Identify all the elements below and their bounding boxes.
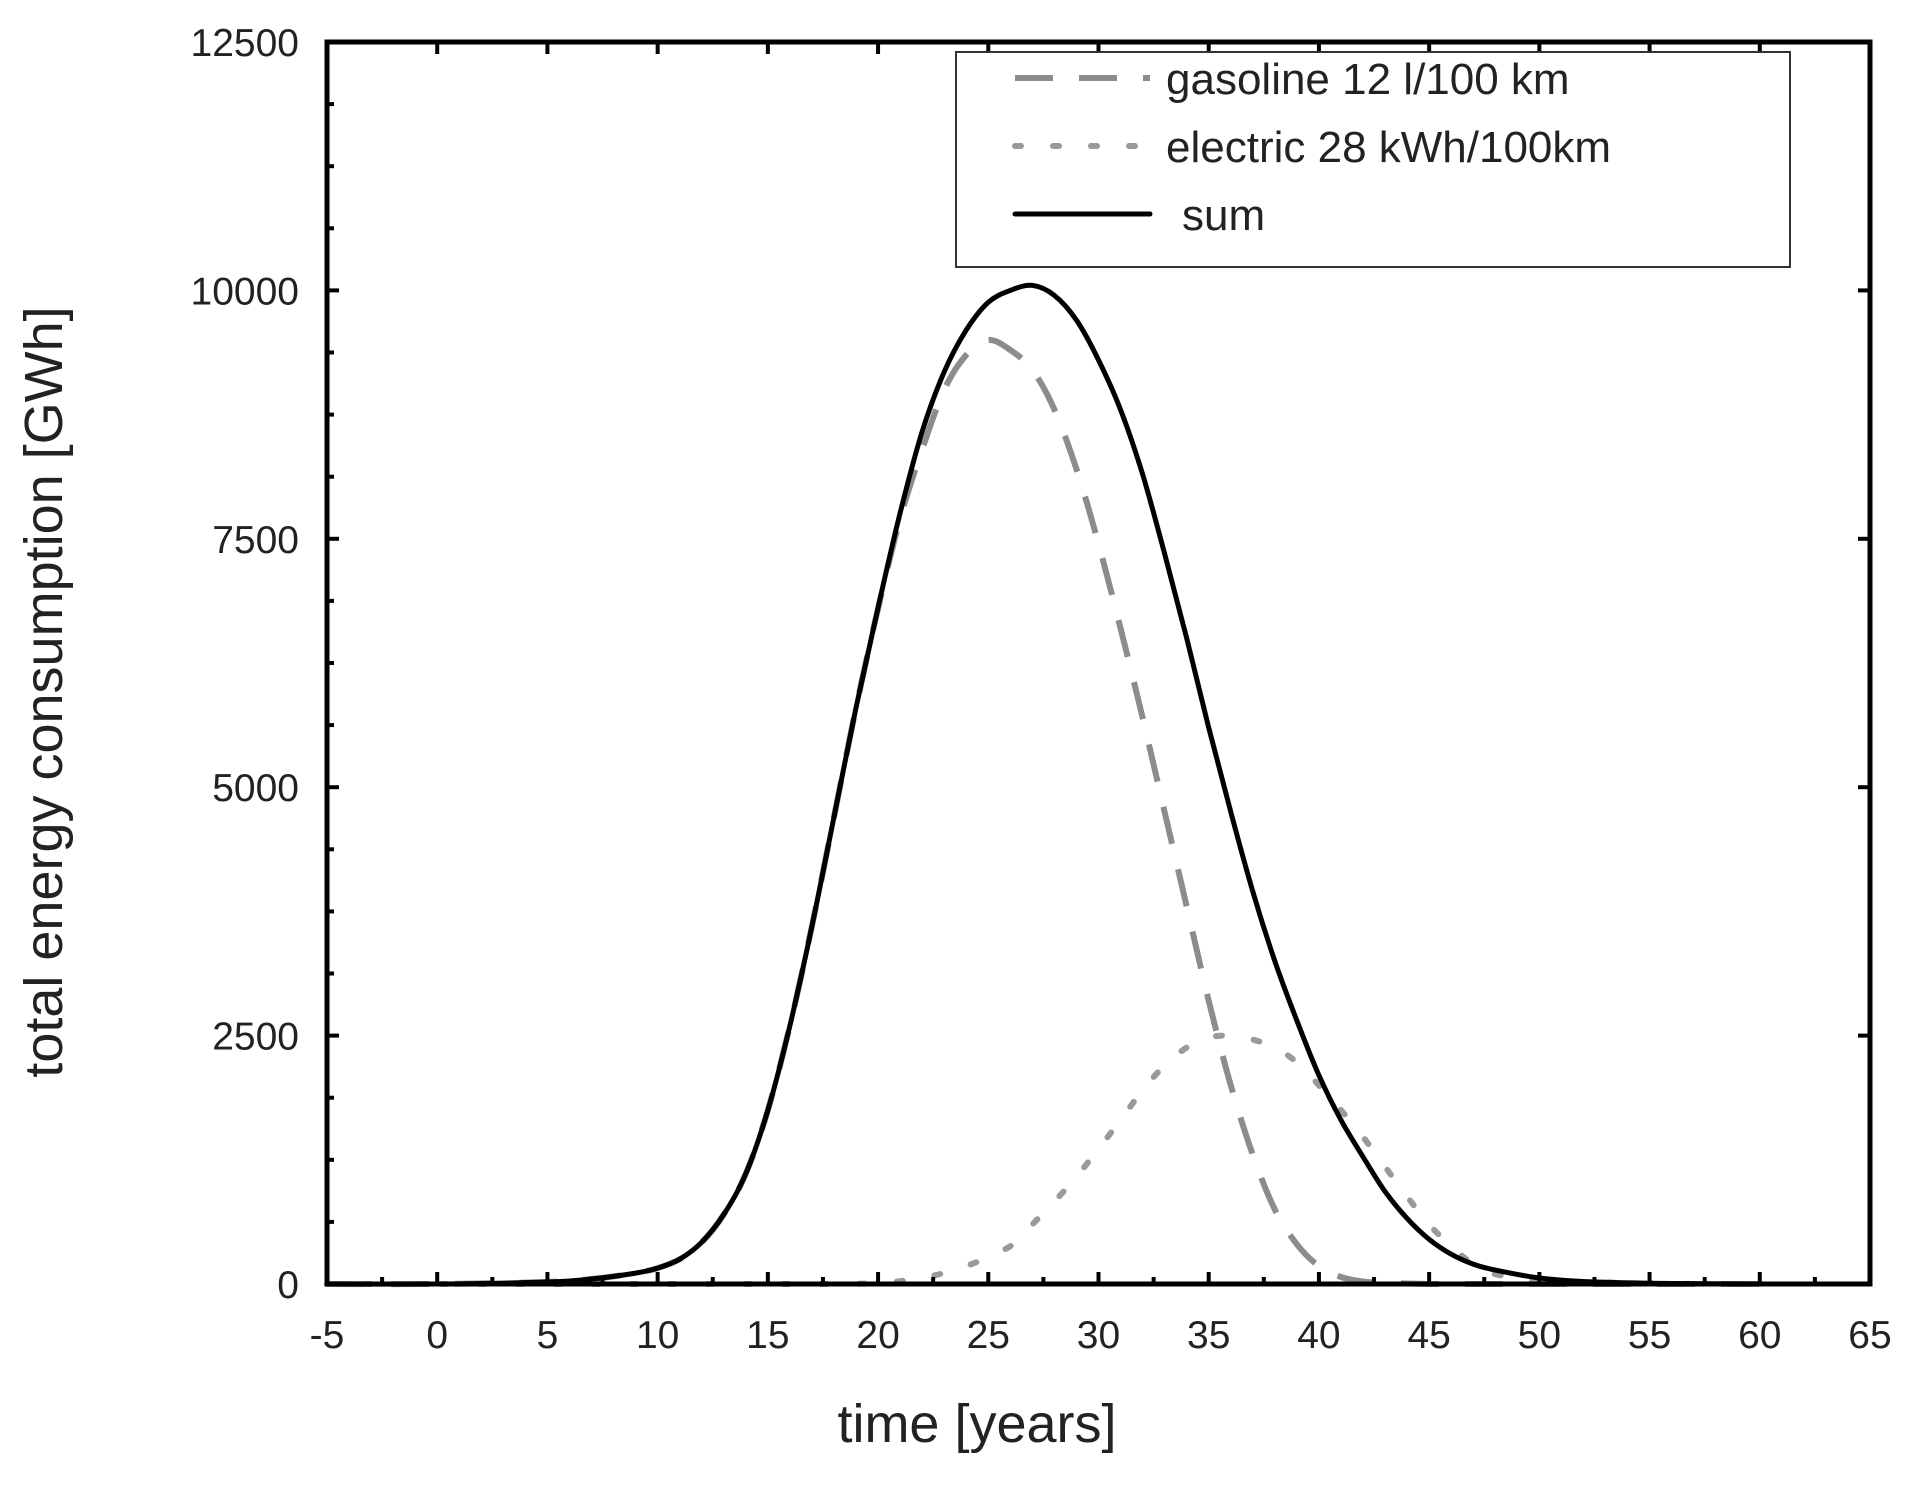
y-tick-label: 12500 <box>191 22 299 65</box>
series-layer <box>324 282 1763 1288</box>
legend-items: gasoline 12 l/100 km electric 28 kWh/100k… <box>1012 55 1611 240</box>
x-tick-label: 35 <box>1187 1314 1230 1357</box>
legend-box <box>955 51 1791 268</box>
x-tick-label: 45 <box>1407 1314 1450 1357</box>
x-tick-label: 50 <box>1518 1314 1561 1357</box>
x-axis-title: time [years] <box>837 1394 1116 1454</box>
y-tick-label: 2500 <box>212 1016 299 1059</box>
legend-label: sum <box>1182 191 1265 240</box>
x-tick-label: 0 <box>426 1314 448 1357</box>
x-tick-label: 60 <box>1738 1314 1781 1357</box>
y-axis-title: total energy consumption [GWh] <box>14 306 74 1077</box>
y-tick-label: 5000 <box>212 767 299 810</box>
legend-label: gasoline 12 l/100 km <box>1166 55 1570 104</box>
y-tick-label: 10000 <box>191 270 299 313</box>
x-tick-label: 40 <box>1297 1314 1340 1357</box>
x-tick-label: 25 <box>967 1314 1010 1357</box>
legend: gasoline 12 l/100 km electric 28 kWh/100k… <box>955 51 1791 268</box>
x-tick-label: 10 <box>636 1314 679 1357</box>
y-tick-label: 0 <box>277 1264 299 1307</box>
ticks-layer: -5 0 5 10 15 20 25 30 35 40 45 50 55 60 65 0 2500 5000 750… <box>191 22 1892 1357</box>
series-line-solid <box>324 282 1763 1287</box>
x-tick-label: 15 <box>746 1314 789 1357</box>
legend-label: electric 28 kWh/100km <box>1166 123 1611 172</box>
x-tick-label: 55 <box>1628 1314 1671 1357</box>
y-tick-label: 7500 <box>212 519 299 562</box>
x-tick-label: 5 <box>537 1314 559 1357</box>
x-tick-label: 30 <box>1077 1314 1120 1357</box>
x-tick-label: 65 <box>1848 1314 1891 1357</box>
x-tick-label: -5 <box>310 1314 345 1357</box>
series-line-dotted <box>324 1032 1763 1288</box>
x-tick-label: 20 <box>856 1314 899 1357</box>
